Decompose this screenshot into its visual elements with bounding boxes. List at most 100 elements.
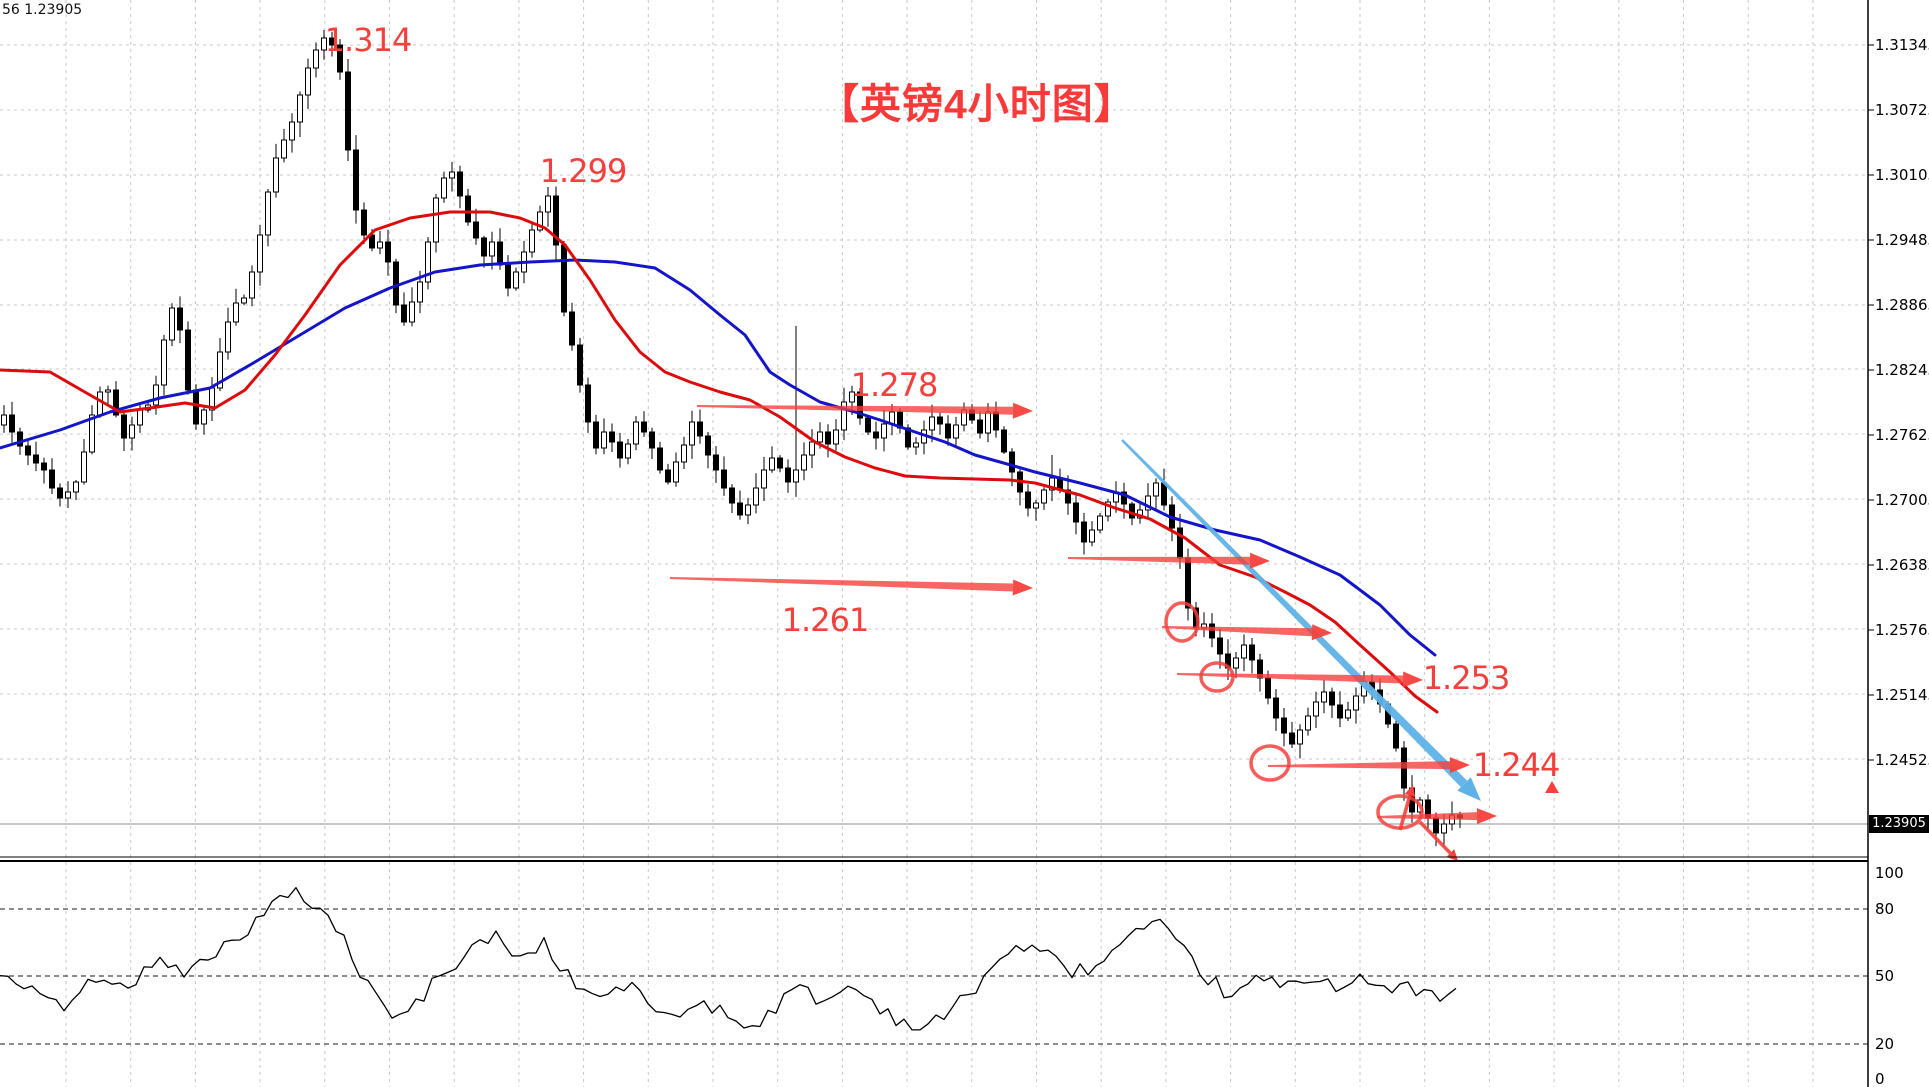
trendline-arrow-head xyxy=(1457,777,1481,801)
candle-body xyxy=(465,195,471,223)
y-axis-label: 1.28865 xyxy=(1875,296,1929,314)
candle-body xyxy=(761,469,767,489)
candle-body xyxy=(1441,823,1447,834)
y-axis-label: 1.30725 xyxy=(1875,101,1929,119)
y-axis-label: 1.30105 xyxy=(1875,166,1929,184)
candle-body xyxy=(737,502,743,516)
candle-body xyxy=(1233,657,1239,669)
candle-body xyxy=(1073,502,1079,523)
level-arrow-head xyxy=(1311,624,1332,641)
level-arrow xyxy=(1067,556,1251,565)
candle-body xyxy=(489,241,495,257)
candle-body xyxy=(585,384,591,423)
candle-body xyxy=(33,454,39,464)
y-axis-label: 1.27005 xyxy=(1875,491,1929,509)
candle-body xyxy=(1081,521,1087,543)
candle-body xyxy=(121,414,127,439)
candle-body xyxy=(913,442,919,448)
level-arrow xyxy=(696,405,1014,415)
candle-body xyxy=(153,384,159,406)
candle-body xyxy=(793,469,799,483)
candle-body xyxy=(1329,691,1335,706)
indicator-axis-label: 80 xyxy=(1875,900,1895,918)
candle-body xyxy=(65,491,71,499)
candle-body xyxy=(89,414,95,453)
candle-body xyxy=(953,424,959,439)
candle-body xyxy=(681,444,687,463)
candle-body xyxy=(985,411,991,434)
price-annotation-label: 1.314 xyxy=(324,21,413,59)
candle-body xyxy=(249,271,255,299)
candle-body xyxy=(393,261,399,306)
candle-body xyxy=(281,139,287,159)
candle-body xyxy=(505,264,511,289)
candle-body xyxy=(1033,502,1039,509)
candle-body xyxy=(137,409,143,426)
candle-body xyxy=(1217,637,1223,655)
candle-body xyxy=(689,421,695,446)
candle-body xyxy=(1089,529,1095,543)
candle-body xyxy=(305,67,311,96)
candle-body xyxy=(673,461,679,483)
ohlc-info-text: 56 1.23905 xyxy=(2,2,83,18)
candle-body xyxy=(241,297,247,304)
candle-body xyxy=(425,241,431,283)
candle-body xyxy=(1297,729,1303,745)
candle-body xyxy=(41,462,47,471)
candle-body xyxy=(1321,691,1327,703)
candle-body xyxy=(593,421,599,449)
candle-body xyxy=(545,195,551,213)
candle-body xyxy=(569,311,575,346)
candle-body xyxy=(113,389,119,416)
candle-body xyxy=(433,197,439,243)
indicator-axis-label: 50 xyxy=(1875,967,1895,985)
candle-body xyxy=(313,49,319,69)
candle-body xyxy=(993,411,999,431)
candlesticks xyxy=(1,30,1463,847)
level-arrow-head xyxy=(1012,579,1033,596)
candle-body xyxy=(633,421,639,445)
candle-body xyxy=(1241,644,1247,659)
candle-body xyxy=(449,171,455,179)
candle-body xyxy=(721,469,727,489)
price-annotation-label: 1.253 xyxy=(1422,659,1511,697)
candle-body xyxy=(369,234,375,249)
candle-body xyxy=(833,429,839,445)
candle-body xyxy=(577,344,583,386)
y-axis-label: 1.28245 xyxy=(1875,361,1929,379)
candle-body xyxy=(769,457,775,471)
candle-body xyxy=(929,416,935,431)
candle-body xyxy=(345,71,351,151)
candle-body xyxy=(417,281,423,303)
candle-body xyxy=(825,431,831,445)
candle-body xyxy=(273,157,279,193)
chart-title: 【英镑4小时图】 xyxy=(818,81,1136,127)
candle-body xyxy=(1065,489,1071,504)
candle-body xyxy=(441,177,447,199)
candle-body xyxy=(1289,732,1295,745)
candle-body xyxy=(1185,557,1191,609)
candle-body xyxy=(169,307,175,341)
y-axis-label: 1.29485 xyxy=(1875,231,1929,249)
candle-body xyxy=(1265,677,1271,699)
current-price-badge: 1.23905 xyxy=(1869,815,1929,833)
candle-body xyxy=(937,416,943,425)
candle-body xyxy=(1273,697,1279,719)
candle-body xyxy=(1345,709,1351,719)
candle-body xyxy=(729,487,735,504)
indicator-axis-label: 0 xyxy=(1875,1070,1885,1087)
level-arrow-head xyxy=(1476,808,1497,825)
candle-body xyxy=(377,241,383,249)
candle-body xyxy=(321,37,327,51)
triangle-marker xyxy=(1545,781,1559,793)
candle-body xyxy=(849,391,855,403)
candle-body xyxy=(185,329,191,391)
oscillator-line xyxy=(0,886,1457,1031)
level-arrow-head xyxy=(1012,402,1033,419)
candle-body xyxy=(601,431,607,449)
candle-body xyxy=(1025,491,1031,509)
candle-body xyxy=(713,454,719,471)
candle-body xyxy=(401,304,407,323)
